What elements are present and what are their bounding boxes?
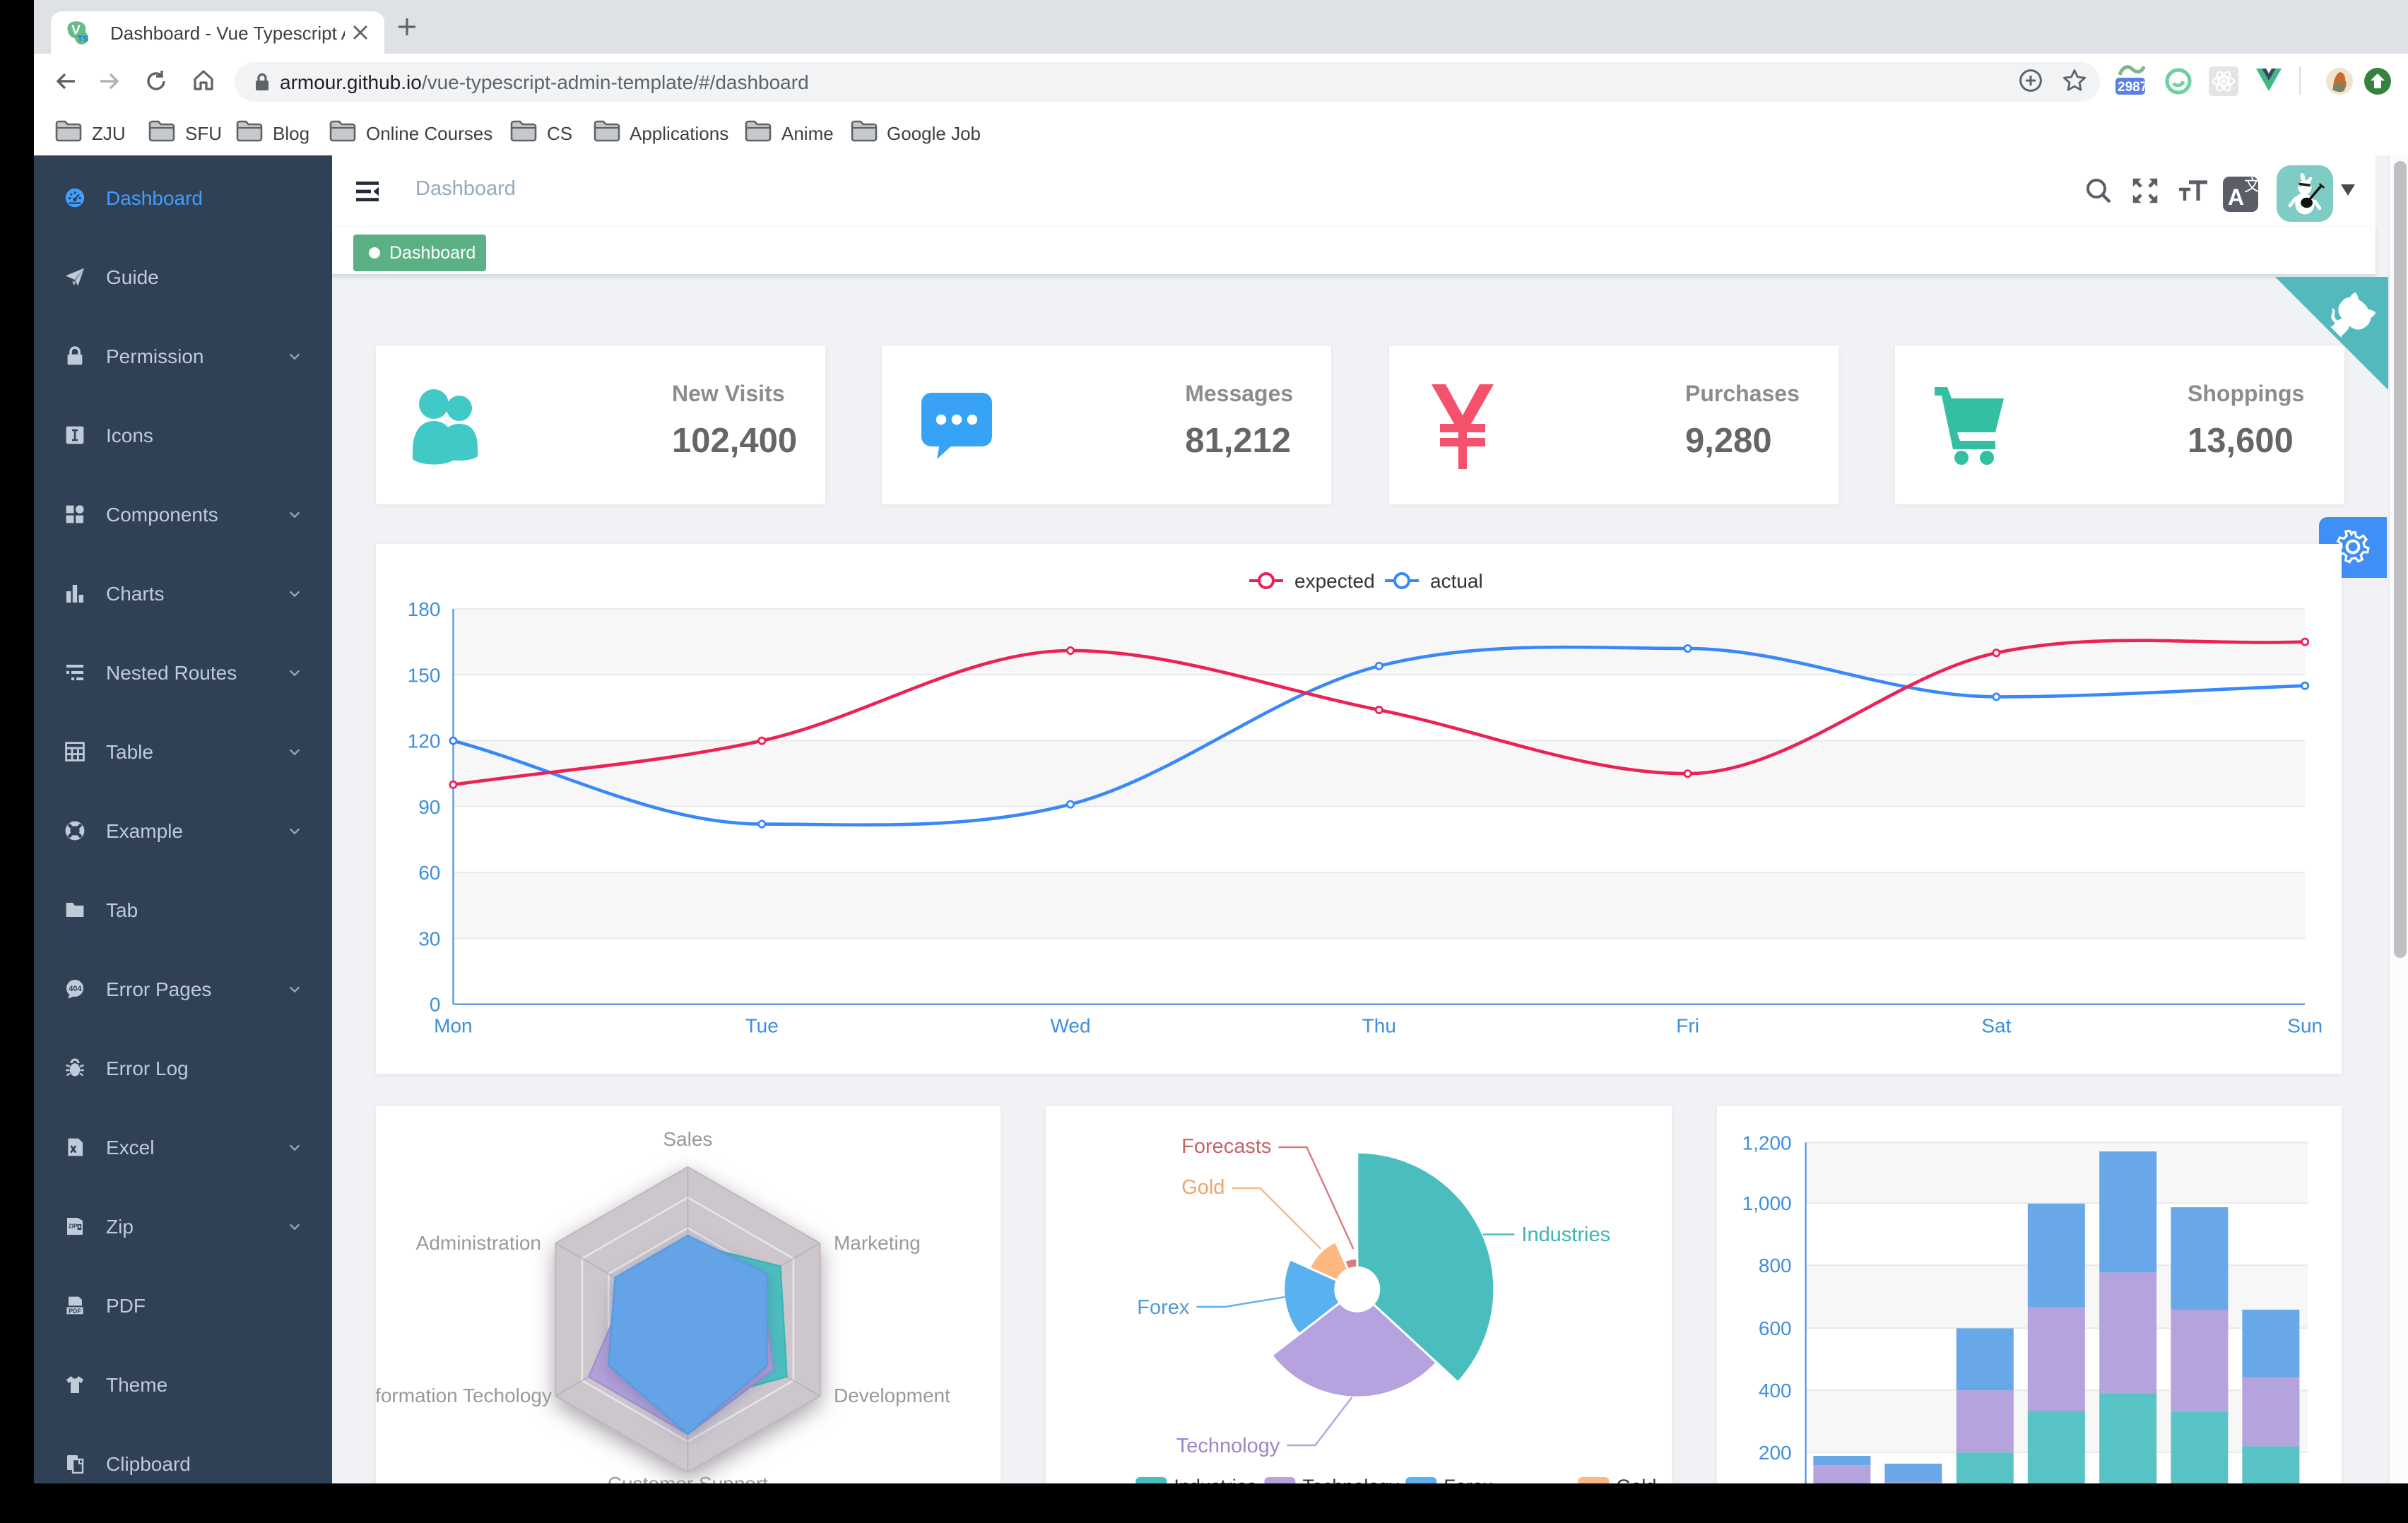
svg-text:0: 0	[430, 994, 441, 1016]
svg-text:404: 404	[69, 985, 81, 993]
svg-text:Development: Development	[834, 1385, 950, 1406]
svg-text:Forecasts: Forecasts	[1182, 1135, 1272, 1158]
svg-text:Sat: Sat	[1981, 1015, 2011, 1037]
svg-text:Wed: Wed	[1050, 1015, 1090, 1037]
svg-text:Technology: Technology	[1303, 1476, 1400, 1483]
svg-text:400: 400	[1758, 1380, 1791, 1401]
svg-text:文: 文	[2243, 176, 2260, 194]
svg-text:A: A	[2227, 184, 2243, 210]
svg-text:150: 150	[408, 664, 441, 686]
svg-text:TS: TS	[78, 34, 89, 44]
svg-text:120: 120	[408, 730, 441, 752]
svg-text:Tue: Tue	[745, 1015, 779, 1037]
svg-text:1,000: 1,000	[1742, 1192, 1791, 1214]
svg-text:Forex: Forex	[1444, 1476, 1493, 1483]
svg-text:Forex: Forex	[1138, 1296, 1191, 1319]
svg-text:Sales: Sales	[663, 1128, 712, 1150]
svg-text:30: 30	[418, 928, 440, 949]
svg-text:1,200: 1,200	[1742, 1132, 1791, 1154]
svg-text:ZIP: ZIP	[69, 1223, 78, 1230]
svg-text:800: 800	[1758, 1255, 1791, 1276]
svg-text:Administration: Administration	[416, 1232, 541, 1254]
svg-text:Industries: Industries	[1522, 1223, 1611, 1246]
svg-text:2987: 2987	[2118, 80, 2147, 95]
svg-text:Information Techology: Information Techology	[376, 1385, 552, 1406]
svg-text:Technology: Technology	[1176, 1435, 1280, 1457]
svg-text:Fri: Fri	[1676, 1015, 1699, 1037]
svg-text:200: 200	[1758, 1442, 1791, 1464]
svg-text:Gold: Gold	[1182, 1176, 1225, 1199]
svg-text:180: 180	[408, 598, 441, 620]
svg-text:expected: expected	[1294, 570, 1375, 592]
svg-text:Customer Support: Customer Support	[608, 1473, 768, 1483]
svg-text:Thu: Thu	[1362, 1015, 1396, 1037]
svg-text:Industries: Industries	[1174, 1476, 1257, 1483]
svg-text:Sun: Sun	[2287, 1015, 2323, 1037]
svg-text:PDF: PDF	[69, 1308, 81, 1315]
svg-text:Gold: Gold	[1617, 1476, 1657, 1483]
svg-text:Mon: Mon	[434, 1015, 472, 1037]
svg-text:60: 60	[418, 862, 440, 884]
svg-text:Marketing: Marketing	[834, 1232, 921, 1254]
svg-text:600: 600	[1758, 1317, 1791, 1339]
svg-text:90: 90	[418, 796, 440, 818]
svg-text:actual: actual	[1430, 570, 1483, 592]
